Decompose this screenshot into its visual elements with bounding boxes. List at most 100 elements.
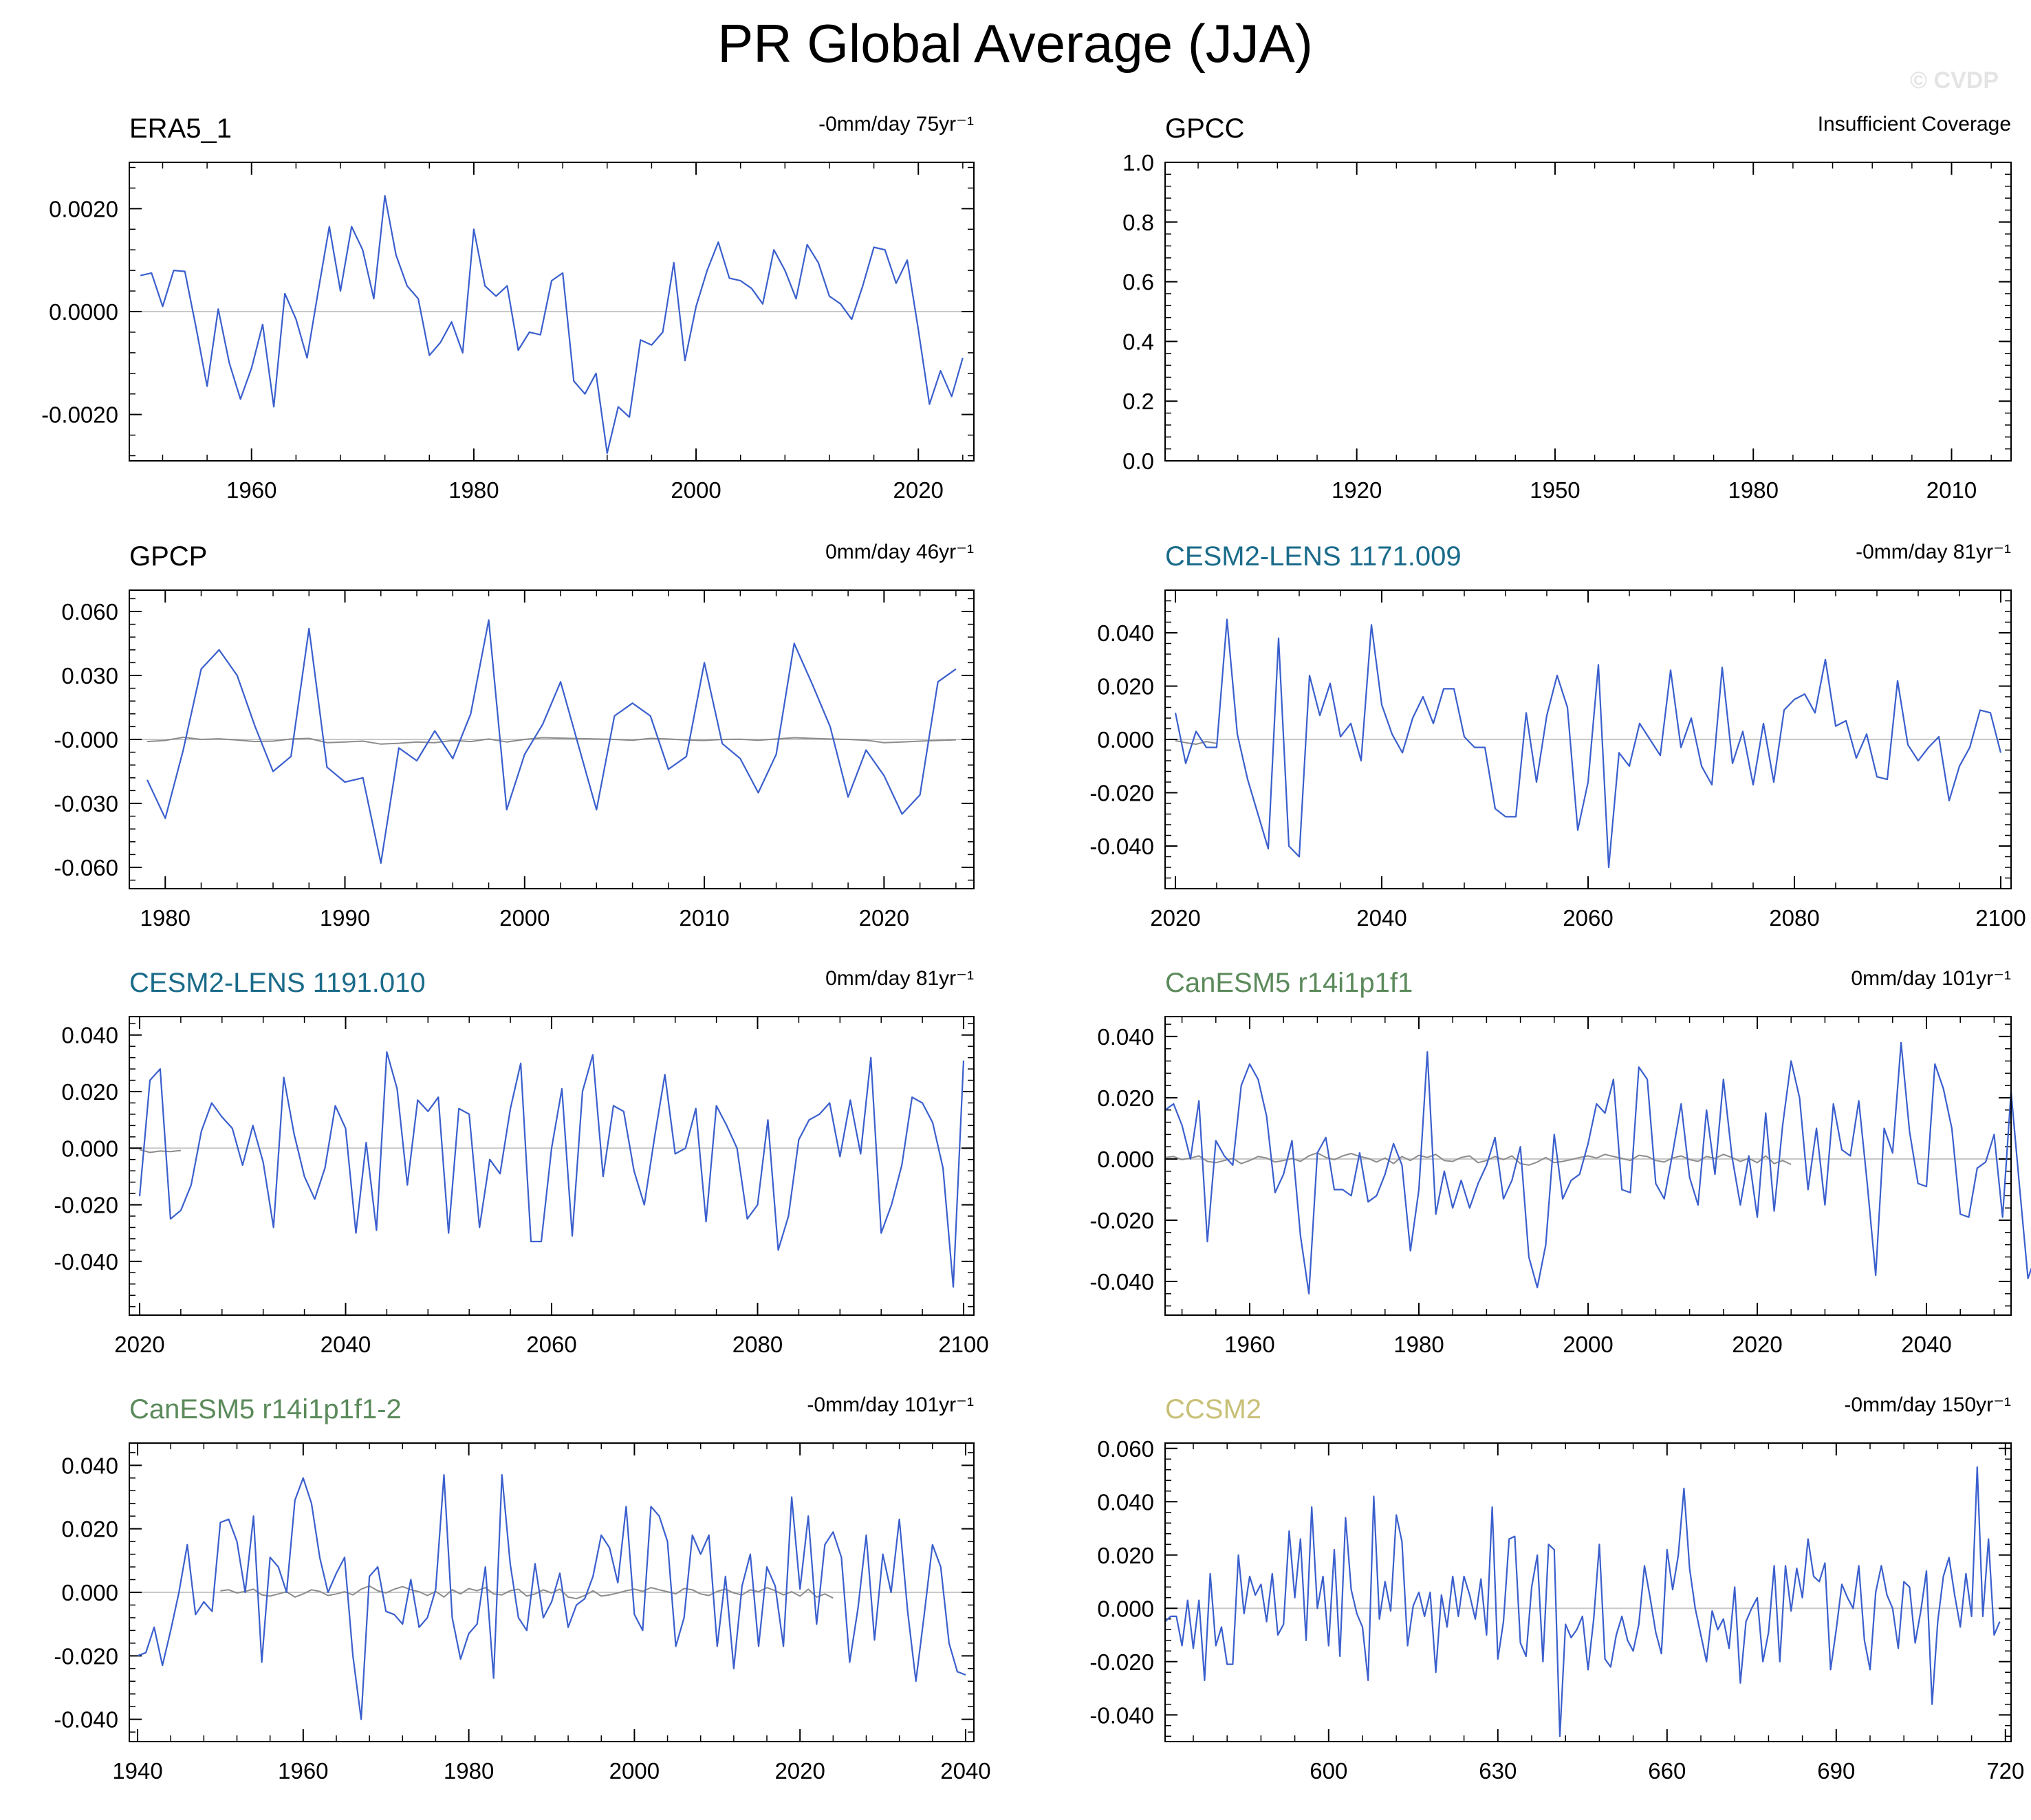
panel-stat: -0mm/day 75yr⁻¹ [818,113,974,136]
x-tick-label: 660 [1648,1758,1686,1784]
x-tick-label: 2020 [859,905,909,931]
x-tick-label: 1940 [112,1758,162,1784]
x-tick-label: 2000 [671,477,721,503]
x-tick-label: 2010 [679,905,729,931]
y-tick-label: 0.020 [61,1079,118,1105]
y-tick-label: 0.060 [1097,1436,1154,1462]
panel-canesm5_b: CanESM5 r14i1p1f1-2 -0mm/day 101yr⁻¹ -0.04… [54,1394,990,1784]
panel-canesm5_a: CanESM5 r14i1p1f1 0mm/day 101yr⁻¹ -0.040 -0… [1089,967,2031,1357]
x-tick-label: 2020 [774,1758,825,1784]
x-tick-label: 690 [1817,1758,1855,1784]
x-tick-label: 2000 [1563,1332,1613,1357]
x-tick-label: 1960 [278,1758,328,1784]
y-tick-label: -0.020 [1089,1649,1154,1675]
x-tick-label: 2020 [1732,1332,1782,1357]
x-tick-label: 1950 [1530,477,1580,503]
x-tick-label: 2080 [1769,905,1819,931]
panel-title: CESM2-LENS 1191.010 [129,968,426,998]
y-tick-label: 0.060 [61,599,118,625]
panel-stat: 0mm/day 81yr⁻¹ [825,967,974,990]
x-tick-label: 2100 [938,1332,988,1357]
series-line [1174,618,2002,869]
x-tick-label: 2020 [114,1332,164,1357]
y-tick-label: 0.0 [1122,448,1154,474]
x-tick-label: 600 [1310,1758,1347,1784]
y-tick-label: 0.2 [1122,389,1154,414]
y-tick-label: 0.040 [1097,1024,1154,1050]
series-line [1164,1041,2031,1294]
series-line [146,619,957,864]
x-tick-label: 2020 [1150,905,1200,931]
y-tick-label: -0.020 [54,1193,118,1218]
y-tick-label: -0.020 [54,1643,118,1669]
panel-cesm2_1191: CESM2-LENS 1191.010 0mm/day 81yr⁻¹ -0.040 -… [54,967,988,1357]
panel-title: CanESM5 r14i1p1f1 [1165,968,1413,998]
series-line [1164,1466,2001,1737]
x-tick-label: 2040 [940,1758,990,1784]
x-tick-label: 1960 [226,477,276,503]
figure-title: PR Global Average (JJA) [717,13,1313,74]
y-tick-label: -0.020 [1089,781,1154,806]
y-tick-label: 0.020 [1097,1543,1154,1568]
ensemble-mean-line [220,1585,834,1600]
x-tick-label: 2010 [1926,477,1977,503]
cvdp-watermark: © CVDP [1910,67,1999,94]
y-tick-label: 0.000 [1097,1596,1154,1621]
panel-title: CESM2-LENS 1171.009 [1165,541,1462,572]
y-tick-label: -0.040 [1089,834,1154,859]
plot-frame [129,589,975,889]
panel-title: ERA5_1 [129,113,232,144]
panel-gpcp: GPCP 0mm/day 46yr⁻¹ -0.060 -0.030 -0.000 0.03… [54,541,975,931]
plot-frame [129,1442,975,1742]
x-tick-label: 2040 [321,1332,371,1357]
plot-frame [129,162,975,462]
panel-title: GPCP [129,541,207,572]
y-tick-label: 0.020 [1097,1085,1154,1111]
y-tick-label: 0.6 [1122,270,1154,295]
x-tick-label: 2000 [499,905,550,931]
y-tick-label: 1.0 [1122,150,1154,175]
x-tick-label: 2060 [1563,905,1613,931]
x-tick-label: 1980 [1393,1332,1444,1357]
x-tick-label: 630 [1479,1758,1517,1784]
x-tick-label: 2080 [732,1332,783,1357]
panel-stat: -0mm/day 81yr⁻¹ [1856,541,2011,563]
x-tick-label: 1960 [1224,1332,1274,1357]
y-tick-label: 0.000 [1097,727,1154,752]
panel-era5: ERA5_1 -0mm/day 75yr⁻¹ -0.0020 0.0000 0.0020… [41,113,975,503]
ensemble-mean-line [1175,739,1217,745]
x-tick-label: 2060 [526,1332,576,1357]
y-tick-label: -0.060 [54,855,118,880]
y-tick-label: 0.0000 [49,299,118,325]
plot-frame [1164,162,2012,462]
series-line [137,1474,966,1720]
x-tick-label: 2020 [893,477,943,503]
y-tick-label: -0.040 [1089,1702,1154,1728]
y-tick-label: 0.000 [61,1580,118,1605]
panel-stat: -0mm/day 150yr⁻¹ [1844,1394,2011,1416]
x-tick-label: 2040 [1901,1332,1951,1357]
y-tick-label: 0.040 [1097,620,1154,646]
panel-ccsm2: CCSM2 -0mm/day 150yr⁻¹ -0.040 -0.020 0.000 0.… [1089,1394,2024,1784]
y-tick-label: 0.040 [1097,1489,1154,1515]
y-tick-label: 0.040 [61,1453,118,1478]
y-tick-label: 0.030 [61,663,118,689]
plot-frame [129,1016,975,1316]
panel-title: CanESM5 r14i1p1f1-2 [129,1394,402,1424]
y-tick-label: -0.0020 [41,402,118,428]
y-tick-label: 0.040 [61,1023,118,1048]
y-tick-label: 0.0020 [49,196,118,221]
y-tick-label: -0.040 [54,1707,118,1733]
x-tick-label: 1980 [444,1758,494,1784]
y-tick-label: 0.000 [1097,1147,1154,1172]
panel-stat: -0mm/day 101yr⁻¹ [807,1394,974,1416]
panel-title: GPCC [1165,113,1245,144]
x-tick-label: 1990 [320,905,370,931]
x-tick-label: 1920 [1332,477,1382,503]
y-tick-label: -0.030 [54,791,118,816]
plot-frame [1164,589,2012,889]
panels-grid: ERA5_1 -0mm/day 75yr⁻¹ -0.0020 0.0000 0.0020… [41,113,2031,1784]
x-tick-label: 1980 [140,905,191,931]
y-tick-label: 0.020 [61,1517,118,1542]
